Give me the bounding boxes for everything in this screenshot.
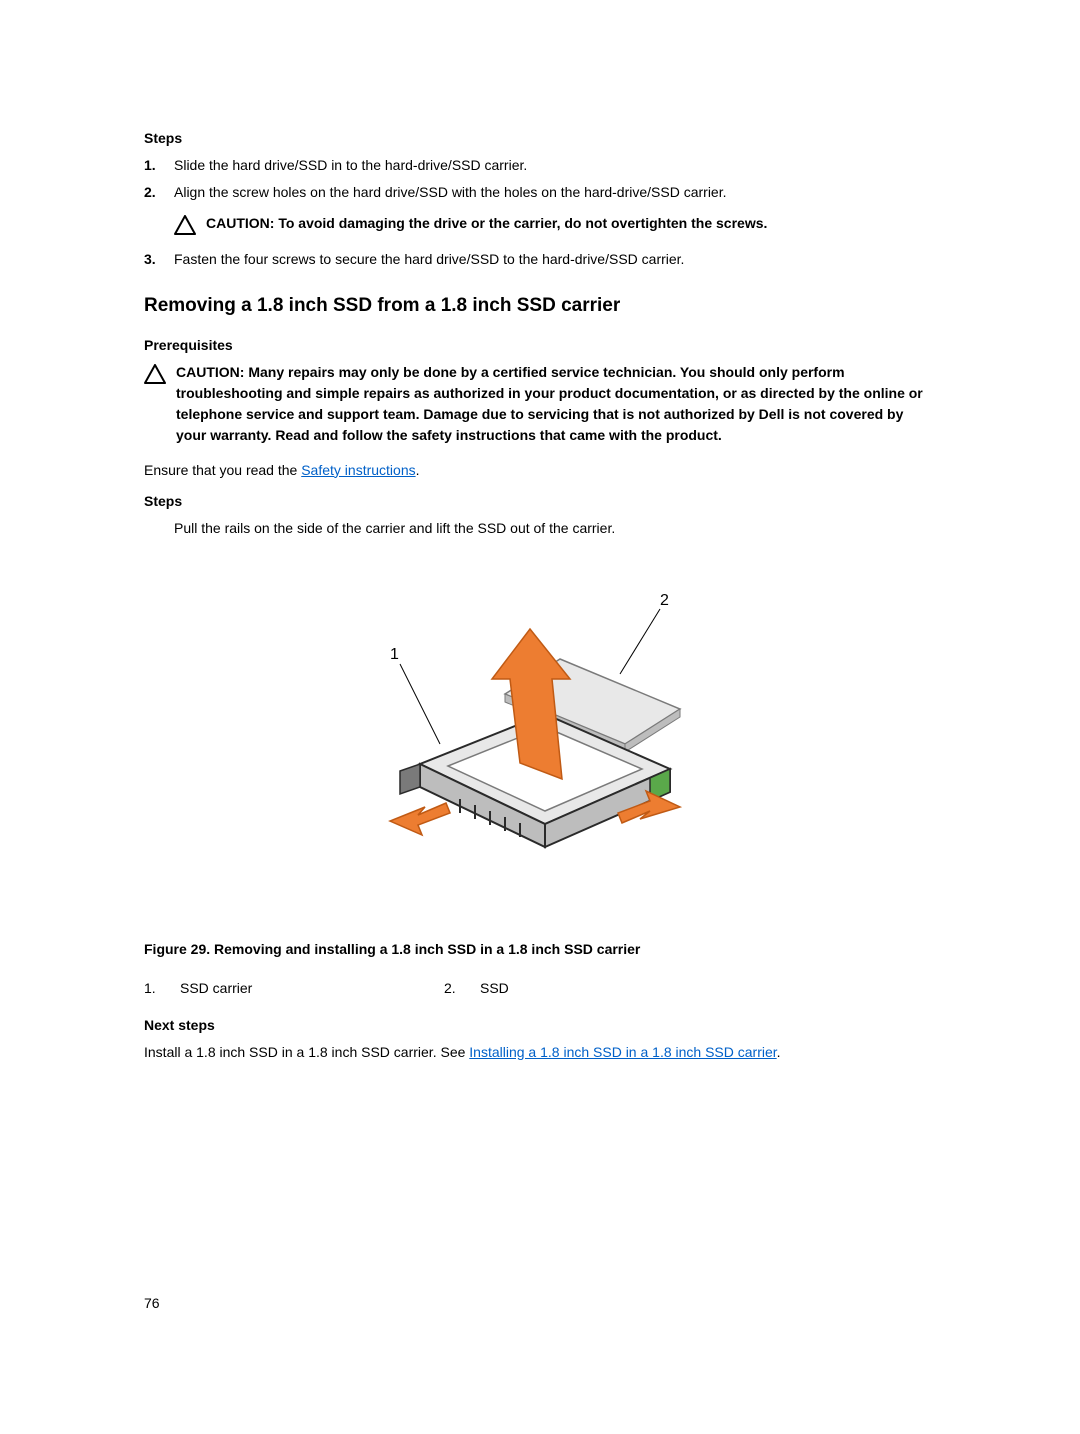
caution-text: CAUTION: To avoid damaging the drive or … [206, 213, 767, 234]
ensure-post: . [416, 462, 420, 478]
next-pre: Install a 1.8 inch SSD in a 1.8 inch SSD… [144, 1044, 469, 1060]
next-steps-heading: Next steps [144, 1015, 936, 1036]
step-text: Slide the hard drive/SSD in to the hard-… [174, 157, 527, 173]
legend-num: 1. [144, 978, 158, 999]
legend-label: SSD carrier [180, 978, 252, 999]
steps-heading-2: Steps [144, 491, 936, 512]
caution-text: CAUTION: Many repairs may only be done b… [176, 362, 936, 446]
next-post: . [777, 1044, 781, 1060]
page-number: 76 [144, 1293, 160, 1314]
caution-icon [144, 364, 166, 390]
figure-caption: Figure 29. Removing and installing a 1.8… [144, 939, 936, 960]
step-item: 1. Slide the hard drive/SSD in to the ha… [144, 155, 936, 176]
figure: 2 1 [144, 569, 936, 889]
steps-text-2: Pull the rails on the side of the carrie… [174, 518, 936, 539]
ssd-carrier-illustration: 2 1 [330, 569, 750, 889]
legend-num: 2. [444, 978, 458, 999]
legend-item: 1. SSD carrier [144, 978, 444, 999]
legend-item: 2. SSD [444, 978, 744, 999]
legend-label: SSD [480, 978, 509, 999]
step-item: 3. Fasten the four screws to secure the … [144, 249, 936, 270]
prereq-heading: Prerequisites [144, 335, 936, 356]
figure-legend: 1. SSD carrier 2. SSD [144, 978, 936, 999]
step-item: 2. Align the screw holes on the hard dri… [144, 182, 936, 203]
step-num: 1. [144, 155, 156, 176]
steps-list-1b: 3. Fasten the four screws to secure the … [144, 249, 936, 270]
step-num: 3. [144, 249, 156, 270]
safety-instructions-link[interactable]: Safety instructions [301, 462, 415, 478]
steps-list-1: 1. Slide the hard drive/SSD in to the ha… [144, 155, 936, 203]
arrow-left [390, 803, 450, 835]
caution-block: CAUTION: To avoid damaging the drive or … [174, 213, 936, 241]
callout-2: 2 [660, 592, 669, 609]
step-num: 2. [144, 182, 156, 203]
steps-heading: Steps [144, 128, 936, 149]
install-ssd-link[interactable]: Installing a 1.8 inch SSD in a 1.8 inch … [469, 1044, 776, 1060]
step-text: Fasten the four screws to secure the har… [174, 251, 684, 267]
caution-icon [174, 215, 196, 241]
caution-block-2: CAUTION: Many repairs may only be done b… [144, 362, 936, 446]
callout-1: 1 [390, 646, 399, 663]
ensure-paragraph: Ensure that you read the Safety instruct… [144, 460, 936, 481]
section-title: Removing a 1.8 inch SSD from a 1.8 inch … [144, 292, 936, 321]
next-steps-text: Install a 1.8 inch SSD in a 1.8 inch SSD… [144, 1042, 936, 1063]
step-text: Align the screw holes on the hard drive/… [174, 184, 727, 200]
ensure-pre: Ensure that you read the [144, 462, 301, 478]
